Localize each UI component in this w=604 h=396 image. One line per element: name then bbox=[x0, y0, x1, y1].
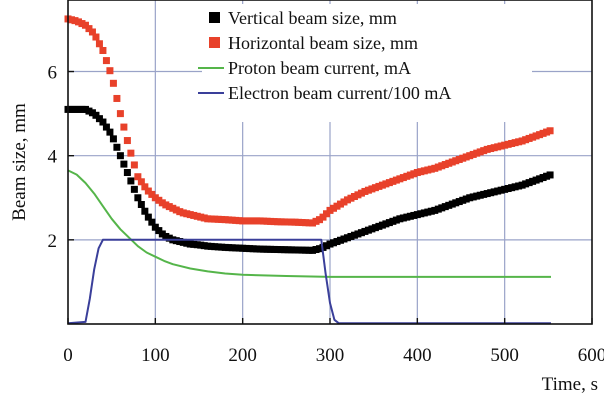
data-point bbox=[127, 177, 134, 184]
x-tick-label: 600 bbox=[578, 345, 604, 366]
y-tick-label: 4 bbox=[48, 147, 58, 168]
x-tick-label: 200 bbox=[228, 345, 257, 366]
legend: Vertical beam size, mm Horizontal beam si… bbox=[198, 4, 532, 122]
x-tick-label: 500 bbox=[490, 345, 519, 366]
x-tick-label: 300 bbox=[316, 345, 345, 366]
data-point bbox=[117, 110, 124, 117]
data-point bbox=[134, 194, 141, 201]
data-point bbox=[92, 34, 99, 41]
data-point bbox=[138, 201, 145, 208]
legend-label: Vertical beam size, mm bbox=[228, 8, 397, 28]
data-point bbox=[547, 171, 554, 178]
y-axis-label: Beam size, mm bbox=[9, 103, 30, 221]
data-point bbox=[124, 169, 131, 176]
data-point bbox=[120, 161, 127, 168]
y-tick-label: 6 bbox=[48, 63, 58, 84]
data-point bbox=[96, 40, 103, 47]
data-point bbox=[110, 80, 117, 87]
data-point bbox=[117, 152, 124, 159]
legend-label: Horizontal beam size, mm bbox=[228, 33, 418, 53]
data-point bbox=[131, 161, 138, 168]
x-tick-label: 0 bbox=[63, 345, 73, 366]
data-point bbox=[106, 67, 113, 74]
data-point bbox=[113, 95, 120, 102]
data-point bbox=[127, 150, 134, 157]
data-point bbox=[103, 57, 110, 64]
legend-label: Electron beam current/100 mA bbox=[228, 83, 451, 103]
legend-marker bbox=[209, 37, 220, 48]
data-point bbox=[120, 124, 127, 131]
x-axis-label: Time, s bbox=[542, 374, 598, 395]
x-tick-label: 400 bbox=[403, 345, 432, 366]
y-tick-label: 2 bbox=[48, 231, 58, 252]
data-point bbox=[99, 47, 106, 54]
data-point bbox=[131, 186, 138, 193]
data-point bbox=[124, 137, 131, 144]
legend-marker bbox=[209, 12, 220, 23]
data-point bbox=[106, 129, 113, 136]
data-point bbox=[547, 127, 554, 134]
data-point bbox=[113, 144, 120, 151]
x-tick-label: 100 bbox=[141, 345, 170, 366]
data-point bbox=[110, 135, 117, 142]
legend-label: Proton beam current, mA bbox=[228, 58, 411, 78]
